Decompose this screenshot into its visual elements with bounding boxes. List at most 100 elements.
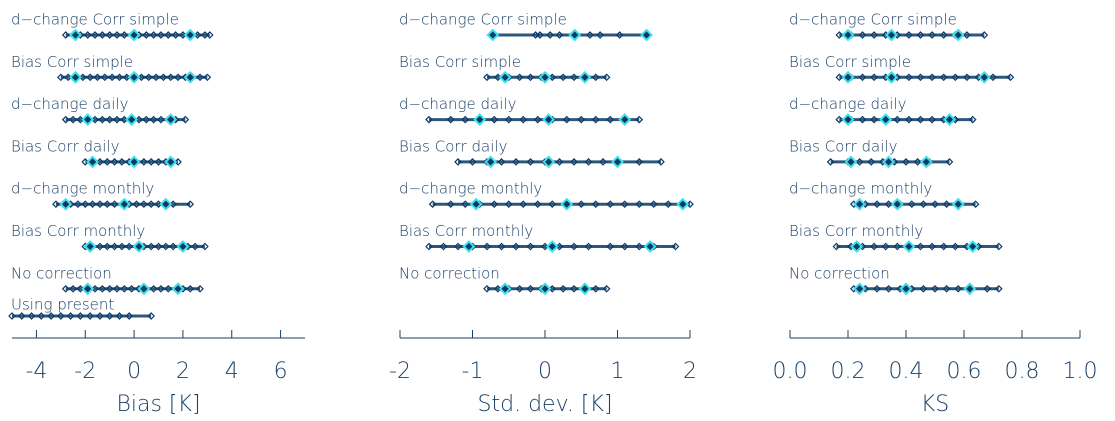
point [108,73,116,82]
point [526,284,535,293]
point [945,158,954,166]
x-tick-label: 0.2 [831,359,866,384]
highlight-point [81,113,95,127]
point [137,73,146,82]
point [584,158,593,166]
point [98,284,107,293]
point [446,200,455,209]
point [17,312,26,320]
point [570,242,578,251]
highlight-point [890,197,904,211]
point [832,242,841,251]
x-tick-label: 6 [274,359,288,384]
highlight-point [127,155,141,169]
point [951,73,960,82]
row-label: No correction [789,264,890,282]
highlight-point [853,197,867,211]
point [152,73,160,82]
point [570,73,578,82]
point [91,31,99,39]
point [931,284,939,293]
point [963,31,971,39]
highlight-point [841,70,855,84]
point [861,200,870,209]
row-label: d−change Corr simple [399,11,567,29]
point [174,158,182,166]
point [186,200,195,209]
highlight-point [132,240,146,253]
highlight-point [117,197,131,211]
row-label: d−change daily [399,95,517,113]
point [861,284,870,293]
highlight-point [183,28,197,42]
point [657,158,665,166]
point [115,312,124,320]
highlight-point [69,70,82,84]
point [52,200,60,209]
highlight-point [164,113,178,127]
point [968,115,977,124]
point [916,242,925,251]
point [483,242,491,251]
point [974,242,983,251]
highlight-point [171,282,185,296]
point [125,312,134,320]
point [166,73,175,82]
point [602,284,611,293]
point [931,200,939,209]
point [515,73,524,82]
point [548,73,557,82]
point [591,115,600,124]
row-label: d−change monthly [11,180,154,198]
highlight-point [81,282,95,296]
point [186,284,195,293]
row-label: Bias Corr monthly [789,222,923,240]
highlight-point [885,70,898,84]
row-label: No correction [399,264,500,282]
point [115,73,124,82]
highlight-point [966,240,980,253]
point [570,284,578,293]
point [519,115,528,124]
highlight-point [469,197,483,211]
point [939,31,948,39]
point [893,242,902,251]
point [103,200,112,209]
point [826,158,835,166]
highlight-point [841,113,855,127]
point [164,284,173,293]
x-tick-label: -1 [462,359,484,384]
point [555,31,564,39]
point [497,158,506,166]
x-tick-label: -2 [389,359,411,384]
point [963,73,971,82]
highlight-point [164,155,178,169]
point [96,158,104,166]
point [951,115,960,124]
point [620,200,629,209]
point [635,158,644,166]
row-label: Bias Corr daily [399,137,508,155]
point [169,200,177,209]
point [169,242,177,251]
highlight-point [951,28,965,42]
point [602,73,611,82]
point [490,200,499,209]
x-tick-label: 0.8 [1005,359,1040,384]
highlight-point [183,70,197,84]
point [103,242,112,251]
highlight-point [885,28,898,42]
point [105,312,114,320]
highlight-point [560,197,574,211]
point [56,312,65,320]
highlight-point [159,197,173,211]
point [591,284,600,293]
highlight-point [643,240,657,253]
point [147,158,156,166]
point [905,73,913,82]
point [928,242,936,251]
point [203,73,212,82]
highlight-point [86,155,99,169]
point [127,284,136,293]
point [951,242,960,251]
